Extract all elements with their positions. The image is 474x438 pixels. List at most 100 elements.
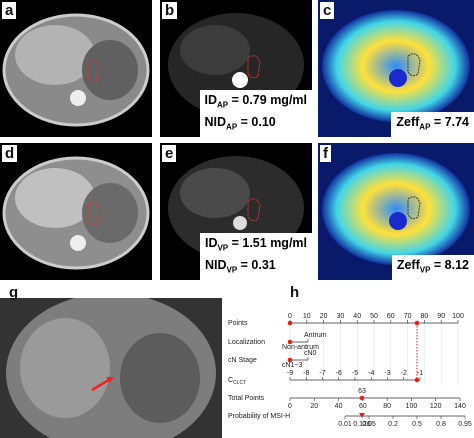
tick-label: 0 — [288, 313, 292, 320]
text: NID — [204, 257, 227, 272]
scan — [0, 298, 222, 438]
scan — [2, 13, 150, 127]
panel-label: a — [2, 2, 17, 19]
text: AP — [226, 122, 238, 131]
tick-label: 80 — [421, 313, 429, 320]
option-label: Non-antrum — [282, 344, 319, 351]
tick-label: -2 — [401, 370, 407, 377]
zeff-image: f ZeffVP = 8.12 — [318, 143, 474, 280]
tick-label: -6 — [336, 370, 342, 377]
text: = 0.10 — [237, 114, 276, 129]
tick-label: 20 — [320, 313, 328, 320]
tick-label: 70 — [404, 313, 412, 320]
nomogram: Points 0 10 20 30 40 50 60 70 80 90 100 Localization… — [228, 313, 472, 428]
row-label: Points — [228, 320, 248, 327]
text: = 1.51 mg/ml — [228, 236, 307, 250]
tick-label: 0.5 — [412, 421, 422, 428]
tick-label: 10 — [303, 313, 311, 320]
marker — [414, 320, 420, 326]
tick-label: -9 — [287, 370, 293, 377]
panel-label: c — [320, 2, 335, 19]
iodine-image: b IDAP = 0.79 mg/ml NIDAP = 0.10 — [160, 0, 312, 137]
text: VP — [419, 265, 431, 274]
marker — [287, 339, 293, 345]
panel-label: d — [2, 145, 18, 162]
iodine-image: e IDVP = 1.51 mg/ml NIDVP = 0.31 — [160, 143, 312, 280]
tick-label: 50 — [370, 313, 378, 320]
text: = 8.12 — [430, 257, 469, 272]
tick-label: 100 — [406, 403, 418, 410]
tick-label: 0.05 — [362, 421, 376, 428]
marker — [359, 413, 365, 418]
text: VP — [226, 265, 238, 274]
measurement: ZeffVP = 8.12 — [391, 254, 474, 280]
marker — [359, 395, 365, 401]
measurement-line: IDAP = 0.79 mg/ml — [205, 92, 307, 114]
row-label: Localization — [228, 339, 265, 346]
option-label: cN0 — [304, 350, 317, 357]
option-label: cN1−3 — [282, 362, 303, 369]
panel-label: b — [162, 2, 178, 19]
text: ID — [204, 236, 218, 250]
ct-image: d — [0, 143, 152, 280]
tick-label: 0.8 — [436, 421, 446, 428]
row-label: CCLCT — [228, 377, 246, 386]
tick-label: 100 — [452, 313, 464, 320]
tick-label: -3 — [384, 370, 390, 377]
zeff-image: c ZeffAP = 7.74 — [318, 0, 474, 137]
text: Zeff — [396, 257, 420, 272]
text: Zeff — [396, 114, 420, 129]
tick-label: -7 — [319, 370, 325, 377]
text: AP — [217, 100, 229, 110]
row-label: Total Points — [228, 395, 265, 402]
text: ID — [204, 93, 218, 107]
tick-label: 60 — [387, 313, 395, 320]
text: = 7.74 — [430, 114, 469, 129]
measurement-line: NIDVP = 0.31 — [205, 257, 307, 279]
tick-label: -5 — [352, 370, 358, 377]
marker — [414, 377, 420, 383]
option-label: Antrum — [304, 332, 327, 339]
text: NID — [204, 114, 227, 129]
measurement: IDAP = 0.79 mg/ml NIDAP = 0.10 — [199, 90, 312, 137]
tick-label: -1 — [417, 370, 423, 377]
text: = 0.79 mg/ml — [228, 93, 307, 107]
tick-label: 20 — [310, 403, 318, 410]
tick-label: 0.2 — [388, 421, 398, 428]
tick-label: 90 — [437, 313, 445, 320]
scan — [2, 156, 150, 270]
measurement: ZeffAP = 7.74 — [391, 111, 474, 137]
tick-label: 40 — [353, 313, 361, 320]
ct-image: a — [0, 0, 152, 137]
panel-label: g — [9, 284, 19, 301]
row-label: Probability of MSI-H — [228, 413, 290, 420]
tick-label: 0.01 — [338, 421, 352, 428]
measurement-line: IDVP = 1.51 mg/ml — [205, 235, 307, 257]
tick-label: 0.95 — [458, 421, 472, 428]
text: VP — [217, 243, 229, 253]
total-value: 63 — [358, 388, 366, 395]
tick-label: -4 — [368, 370, 374, 377]
subscript: CLCT — [233, 380, 246, 386]
tick-label: -8 — [303, 370, 309, 377]
measurement-line: NIDAP = 0.10 — [205, 114, 307, 136]
marker — [287, 320, 293, 326]
text: = 0.31 — [237, 257, 276, 272]
tick-label: 40 — [335, 403, 343, 410]
measurement-line: ZeffAP = 7.74 — [396, 114, 469, 136]
marker — [287, 357, 293, 363]
coronal-image — [0, 298, 222, 438]
tick-label: 0 — [288, 403, 292, 410]
panel-label: h — [290, 284, 300, 301]
tick-label: 140 — [454, 403, 466, 410]
probability-value: 0.126 — [353, 421, 371, 428]
tick-label: 60 — [359, 403, 367, 410]
tick-label: 30 — [337, 313, 345, 320]
panel-label: e — [162, 145, 177, 162]
panel-label: f — [320, 145, 331, 162]
tick-label: 80 — [383, 403, 391, 410]
measurement-line: ZeffVP = 8.12 — [397, 257, 469, 279]
tick-label: 120 — [430, 403, 442, 410]
text: AP — [419, 122, 431, 131]
